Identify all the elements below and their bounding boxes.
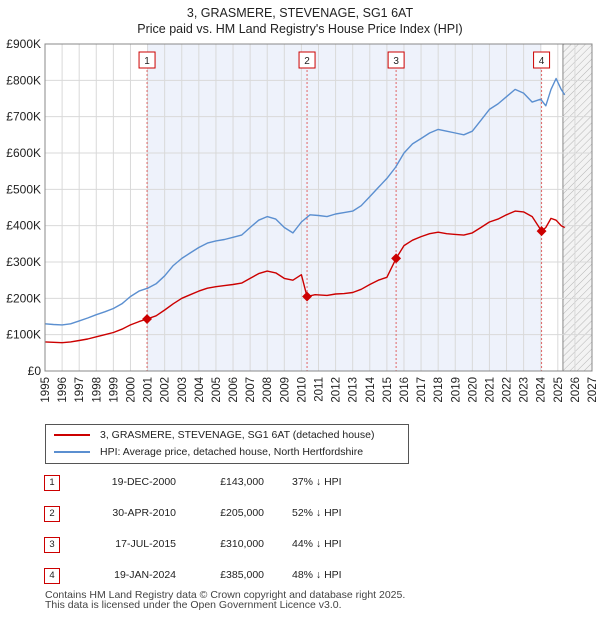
x-tick-label: 2020 [467, 377, 479, 403]
transaction-date: 30-APR-2010 [112, 507, 176, 519]
sale-point [536, 226, 547, 237]
x-tick-label: 1996 [57, 377, 69, 403]
x-tick-label: 2009 [279, 377, 291, 403]
x-tick-label: 2002 [160, 377, 172, 403]
sale-label-box [138, 51, 156, 69]
sale-point [302, 291, 312, 302]
x-tick-label: 2013 [348, 377, 360, 403]
x-tick-label: 2008 [262, 377, 274, 403]
transaction-number: 4 [44, 568, 60, 584]
sale-label-number: 2 [304, 56, 310, 67]
plot-frame [44, 43, 593, 372]
transaction-price: £143,000 [220, 476, 264, 488]
x-tick-label: 2011 [314, 377, 326, 402]
transaction-hpi-diff: 52% ↓ HPI [292, 507, 342, 519]
x-tick-label: 2027 [587, 377, 599, 403]
chart-subtitle: Price paid vs. HM Land Registry's House … [137, 22, 463, 36]
x-tick-label: 2010 [296, 377, 308, 403]
legend-property-label: 3, GRASMERE, STEVENAGE, SG1 6AT (detache… [100, 429, 375, 441]
transaction-price: £310,000 [220, 538, 264, 550]
x-tick-label: 2017 [416, 377, 428, 403]
x-tick-label: 2023 [519, 377, 531, 403]
x-tick-label: 1999 [108, 377, 120, 403]
x-tick-label: 2001 [143, 377, 155, 403]
ownership-band [147, 44, 542, 371]
x-tick-label: 2019 [450, 377, 462, 403]
x-tick-label: 2006 [228, 377, 240, 403]
table-row: 4 19-JAN-2024 £385,000 48% ↓ HPI [44, 566, 384, 597]
table-row: 2 30-APR-2010 £205,000 52% ↓ HPI [44, 504, 384, 535]
table-row: 1 19-DEC-2000 £143,000 37% ↓ HPI [44, 473, 384, 504]
sale-label-box [387, 51, 405, 69]
x-tick-label: 1998 [91, 377, 103, 403]
x-tick-label: 2014 [365, 376, 377, 402]
sale-label-number: 3 [393, 56, 399, 67]
property-swatch [54, 434, 90, 436]
y-tick-label: £100K [6, 328, 41, 342]
x-tick-label: 2012 [331, 377, 343, 403]
x-tick-label: 2021 [484, 377, 496, 403]
x-tick-label: 2005 [211, 377, 223, 403]
y-tick-label: £300K [6, 255, 41, 269]
hpi-line [44, 77, 566, 326]
legend: 3, GRASMERE, STEVENAGE, SG1 6AT (detache… [45, 424, 409, 464]
x-tick-label: 2004 [194, 376, 206, 402]
y-tick-label: £400K [6, 219, 41, 233]
transaction-date: 19-DEC-2000 [111, 476, 176, 488]
y-tick-label: £500K [6, 182, 41, 196]
x-tick-label: 2016 [399, 377, 411, 403]
transaction-hpi-diff: 37% ↓ HPI [292, 476, 342, 488]
transaction-number: 1 [44, 475, 60, 491]
x-tick-label: 1997 [74, 377, 86, 403]
sale-point [391, 253, 402, 264]
x-tick-label: 1995 [40, 377, 52, 403]
future-region [562, 44, 592, 371]
y-tick-label: £600K [6, 146, 41, 160]
footer: Contains HM Land Registry data © Crown c… [45, 589, 406, 611]
x-tick-label: 2015 [382, 377, 394, 403]
transaction-number: 3 [44, 537, 60, 553]
y-tick-label: £800K [6, 73, 41, 87]
transaction-price: £385,000 [220, 569, 264, 581]
sale-label-box [298, 51, 316, 69]
y-tick-label: £200K [6, 291, 41, 305]
legend-hpi-label: HPI: Average price, detached house, Nort… [100, 446, 364, 458]
y-tick-label: £0 [28, 364, 42, 378]
x-tick-label: 2000 [125, 377, 137, 403]
sale-label-number: 1 [144, 56, 150, 67]
price-chart: 1 2 3 4 £0 £100K £200K £300K £400K £500K £600K £70… [6, 37, 599, 403]
x-tick-label: 2024 [536, 376, 548, 402]
transaction-hpi-diff: 48% ↓ HPI [292, 569, 342, 581]
transactions-table: 1 19-DEC-2000 £143,000 37% ↓ HPI 2 30-AP… [44, 473, 384, 597]
footer-license: This data is licensed under the Open Gov… [45, 599, 342, 611]
transaction-price: £205,000 [220, 507, 264, 519]
x-tick-label: 2018 [433, 377, 445, 403]
transaction-number: 2 [44, 506, 60, 522]
x-tick-label: 2026 [570, 377, 582, 403]
table-row: 3 17-JUL-2015 £310,000 44% ↓ HPI [44, 535, 384, 566]
sale-label-number: 4 [539, 56, 545, 67]
y-tick-label: £900K [6, 37, 41, 51]
transaction-date: 17-JUL-2015 [115, 538, 176, 550]
x-tick-label: 2022 [502, 377, 514, 403]
footer-copyright: Contains HM Land Registry data © Crown c… [45, 589, 406, 601]
y-tick-label: £700K [6, 110, 41, 124]
hpi-swatch [54, 451, 90, 453]
sale-point [142, 314, 152, 324]
x-tick-label: 2007 [245, 377, 257, 403]
transaction-date: 19-JAN-2024 [114, 569, 176, 581]
x-tick-label: 2025 [553, 377, 565, 403]
sale-label-box [533, 51, 551, 69]
x-tick-label: 2003 [177, 377, 189, 403]
transaction-hpi-diff: 44% ↓ HPI [292, 538, 342, 550]
chart-title: 3, GRASMERE, STEVENAGE, SG1 6AT [186, 6, 414, 20]
